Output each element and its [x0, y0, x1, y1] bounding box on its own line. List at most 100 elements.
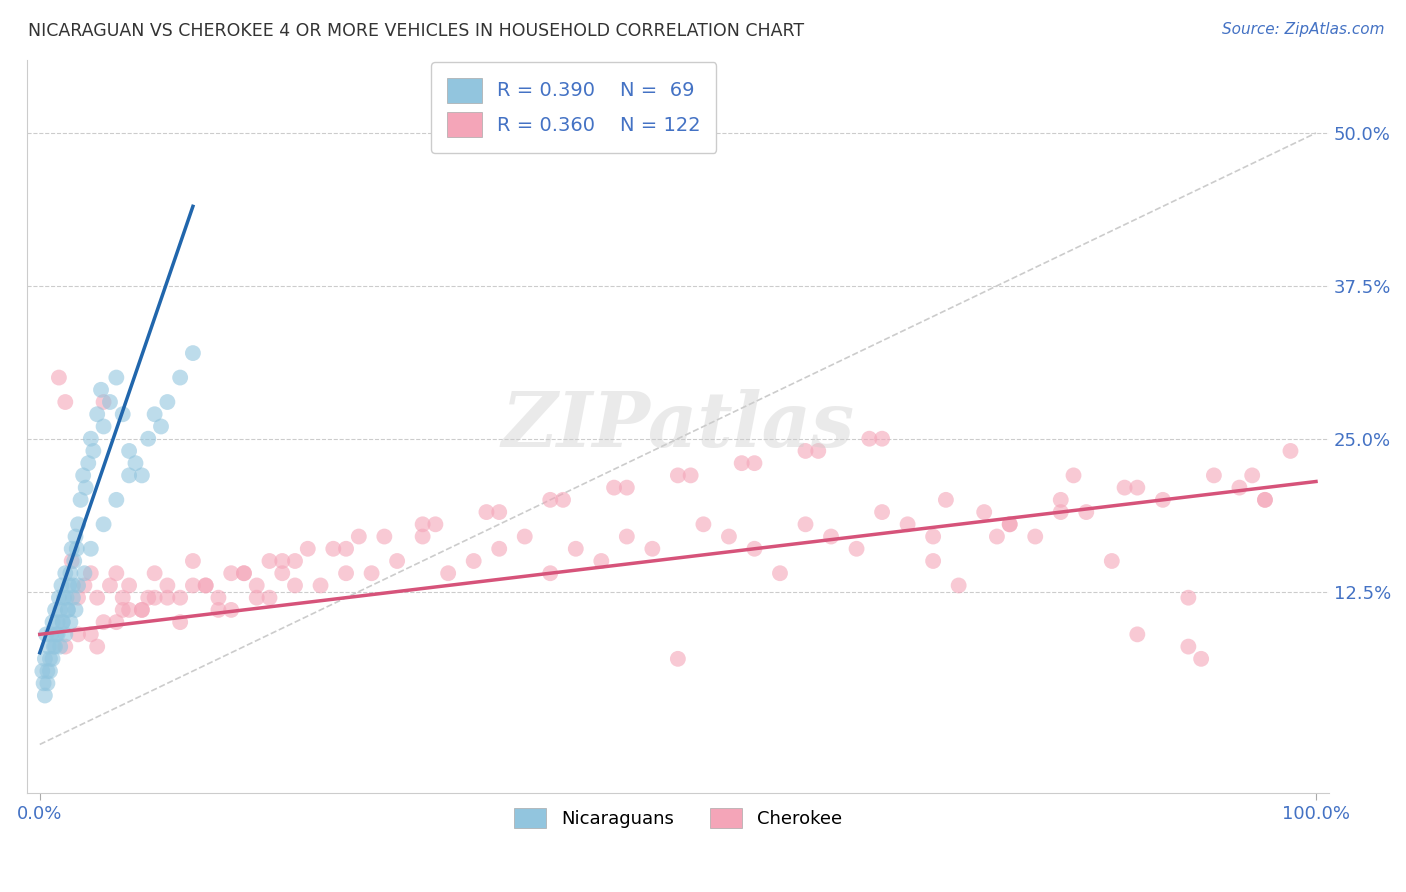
Point	[948, 578, 970, 592]
Point	[935, 492, 957, 507]
Point	[616, 529, 638, 543]
Point	[32, 676, 55, 690]
Point	[136, 432, 159, 446]
Point	[80, 627, 103, 641]
Point	[49, 640, 72, 654]
Point	[86, 591, 108, 605]
Point	[45, 627, 67, 641]
Point	[425, 517, 447, 532]
Point	[284, 554, 307, 568]
Point	[52, 615, 75, 629]
Point	[1114, 481, 1136, 495]
Point	[207, 603, 229, 617]
Point	[143, 407, 166, 421]
Point	[412, 529, 434, 543]
Point	[86, 407, 108, 421]
Point	[169, 370, 191, 384]
Point	[41, 652, 63, 666]
Point	[1177, 591, 1199, 605]
Point	[565, 541, 588, 556]
Point	[38, 640, 60, 654]
Point	[53, 566, 76, 581]
Point	[181, 346, 204, 360]
Point	[666, 652, 689, 666]
Point	[105, 492, 128, 507]
Point	[717, 529, 740, 543]
Point	[63, 554, 86, 568]
Point	[37, 676, 59, 690]
Point	[1126, 481, 1149, 495]
Point	[73, 578, 96, 592]
Point	[56, 603, 79, 617]
Point	[679, 468, 702, 483]
Point	[347, 529, 370, 543]
Point	[297, 541, 319, 556]
Point	[49, 603, 72, 617]
Point	[603, 481, 626, 495]
Point	[48, 591, 70, 605]
Point	[34, 689, 56, 703]
Point	[744, 456, 766, 470]
Point	[373, 529, 395, 543]
Point	[44, 603, 66, 617]
Point	[39, 627, 62, 641]
Point	[769, 566, 792, 581]
Point	[794, 444, 817, 458]
Point	[111, 603, 134, 617]
Point	[59, 615, 82, 629]
Point	[1229, 481, 1251, 495]
Point	[513, 529, 536, 543]
Point	[136, 591, 159, 605]
Point	[35, 627, 58, 641]
Point	[385, 554, 408, 568]
Point	[820, 529, 842, 543]
Point	[246, 578, 269, 592]
Point	[538, 566, 561, 581]
Point	[93, 419, 115, 434]
Point	[1202, 468, 1225, 483]
Point	[322, 541, 344, 556]
Point	[1049, 505, 1071, 519]
Point	[169, 615, 191, 629]
Point	[143, 566, 166, 581]
Point	[986, 529, 1008, 543]
Point	[44, 640, 66, 654]
Point	[41, 615, 63, 629]
Point	[105, 566, 128, 581]
Point	[156, 395, 179, 409]
Point	[67, 591, 90, 605]
Point	[807, 444, 830, 458]
Point	[731, 456, 754, 470]
Point	[131, 468, 153, 483]
Point	[53, 591, 76, 605]
Point	[181, 554, 204, 568]
Point	[73, 566, 96, 581]
Point	[794, 517, 817, 532]
Point	[538, 492, 561, 507]
Point	[488, 541, 510, 556]
Point	[335, 566, 357, 581]
Point	[858, 432, 880, 446]
Point	[1063, 468, 1085, 483]
Point	[53, 627, 76, 641]
Point	[93, 395, 115, 409]
Point	[488, 505, 510, 519]
Point	[463, 554, 485, 568]
Point	[1254, 492, 1277, 507]
Point	[1024, 529, 1046, 543]
Point	[31, 664, 53, 678]
Point	[259, 591, 281, 605]
Point	[692, 517, 714, 532]
Point	[53, 395, 76, 409]
Point	[67, 578, 90, 592]
Point	[58, 578, 80, 592]
Point	[131, 603, 153, 617]
Point	[551, 492, 574, 507]
Point	[131, 603, 153, 617]
Point	[143, 591, 166, 605]
Point	[181, 578, 204, 592]
Point	[922, 529, 945, 543]
Point	[219, 603, 242, 617]
Legend: Nicaraguans, Cherokee: Nicaraguans, Cherokee	[506, 800, 849, 836]
Point	[1076, 505, 1098, 519]
